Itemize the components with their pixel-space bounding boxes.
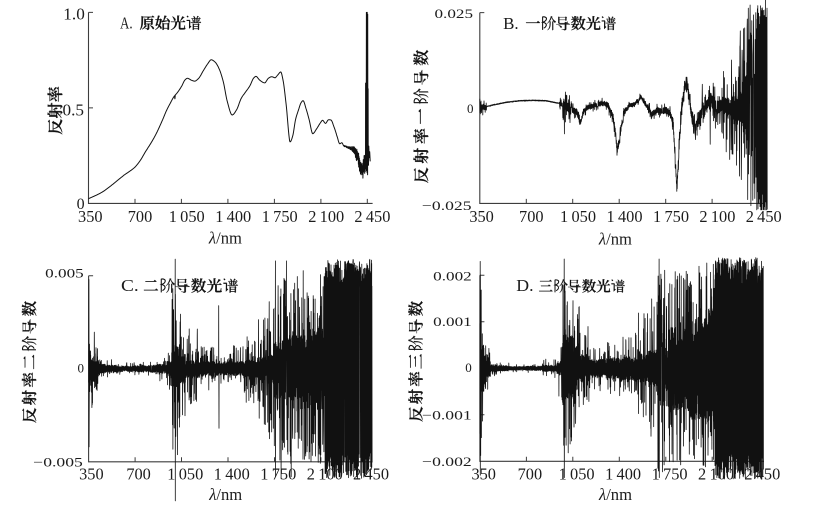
svg-text:2 450: 2 450 — [354, 207, 390, 226]
svg-text:2 100: 2 100 — [698, 465, 734, 484]
svg-text:0.025: 0.025 — [435, 6, 474, 21]
svg-text:1 750: 1 750 — [260, 465, 296, 484]
svg-text:700: 700 — [518, 465, 543, 484]
svg-text:0.005: 0.005 — [45, 265, 84, 280]
svg-text:λ/nm: λ/nm — [598, 229, 632, 248]
svg-text:2 450: 2 450 — [746, 207, 782, 226]
svg-text:D.: D. — [516, 276, 533, 295]
svg-text:2 100: 2 100 — [307, 465, 343, 484]
svg-text:B.: B. — [503, 14, 518, 33]
svg-text:2 450: 2 450 — [744, 465, 780, 484]
svg-text:1 050: 1 050 — [560, 207, 596, 226]
svg-text:700: 700 — [519, 207, 544, 226]
svg-text:λ/nm: λ/nm — [208, 485, 242, 504]
svg-text:2 100: 2 100 — [699, 207, 735, 226]
svg-text:350: 350 — [78, 207, 103, 226]
svg-text:1 400: 1 400 — [607, 207, 643, 226]
svg-text:0.001: 0.001 — [433, 314, 472, 329]
svg-text:0.002: 0.002 — [433, 269, 472, 284]
svg-text:−0.001: −0.001 — [422, 407, 472, 422]
svg-text:1 400: 1 400 — [605, 465, 641, 484]
svg-text:350: 350 — [79, 465, 104, 484]
svg-text:350: 350 — [471, 465, 496, 484]
svg-text:A.: A. — [120, 13, 133, 32]
svg-text:0: 0 — [465, 360, 472, 375]
svg-text:1.0: 1.0 — [63, 5, 85, 24]
svg-text:C.: C. — [121, 276, 139, 295]
svg-text:700: 700 — [126, 465, 151, 484]
svg-text:−0.002: −0.002 — [422, 454, 472, 469]
svg-text:2 100: 2 100 — [308, 207, 344, 226]
svg-text:350: 350 — [469, 207, 494, 226]
svg-text:λ/nm: λ/nm — [208, 229, 242, 248]
svg-text:0: 0 — [467, 101, 474, 116]
svg-text:−0.025: −0.025 — [422, 198, 472, 213]
svg-text:0.5: 0.5 — [63, 101, 85, 120]
svg-text:1 750: 1 750 — [262, 207, 298, 226]
svg-text:2 450: 2 450 — [353, 465, 389, 484]
svg-text:1 750: 1 750 — [653, 207, 689, 226]
svg-text:0: 0 — [77, 196, 85, 213]
svg-text:0: 0 — [78, 360, 85, 375]
svg-text:1 400: 1 400 — [215, 207, 251, 226]
svg-text:1 400: 1 400 — [214, 465, 250, 484]
svg-text:1 050: 1 050 — [559, 465, 595, 484]
svg-text:700: 700 — [128, 207, 153, 226]
svg-text:λ/nm: λ/nm — [598, 485, 632, 504]
svg-text:−0.005: −0.005 — [33, 454, 83, 469]
svg-text:1 050: 1 050 — [167, 465, 203, 484]
svg-text:1 050: 1 050 — [169, 207, 205, 226]
svg-text:1 750: 1 750 — [652, 465, 688, 484]
